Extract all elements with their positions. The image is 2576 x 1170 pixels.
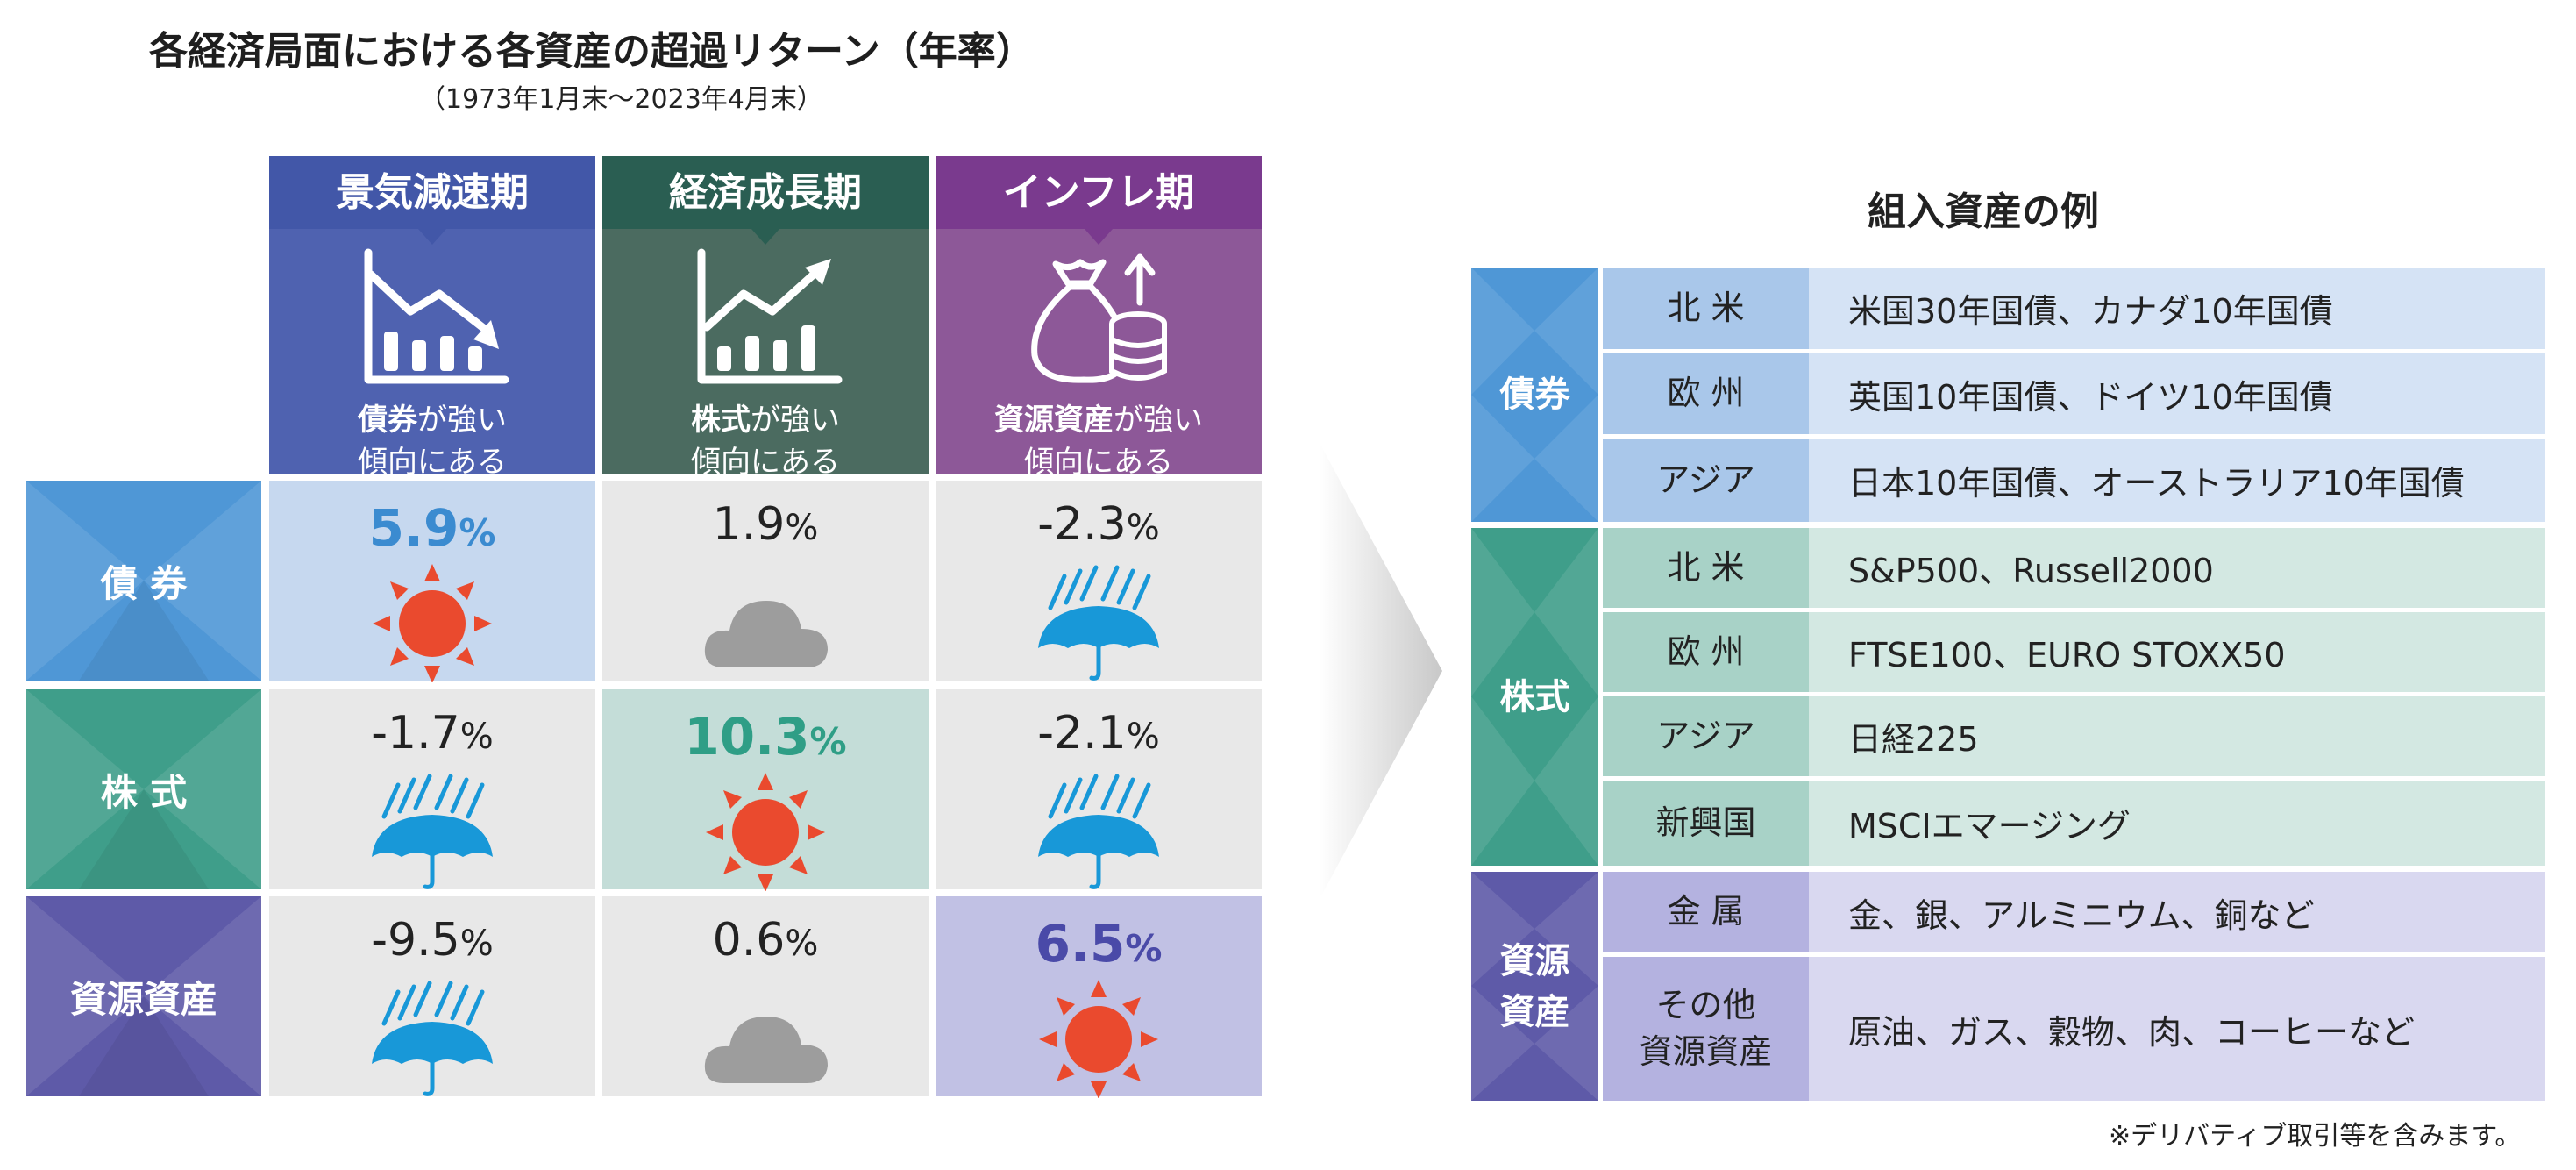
examples-title: 組入資産の例 [1868,189,2099,234]
return-value: -2.3% [1037,498,1160,551]
chart-down-icon [364,248,509,384]
phase-label: 経済成長期 [602,156,929,229]
region-cell: 欧 州 [1603,353,1809,434]
return-cell: -1.7% [269,689,595,889]
sun-icon [706,773,825,891]
asset-examples: FTSE100、EURO STOXX50 [1809,612,2545,692]
region-cell: アジア [1603,696,1809,776]
money-bag-coins-icon [1031,253,1167,383]
diamond-pattern [1471,268,1598,522]
chart-up-icon [697,248,843,384]
phase-caption: 資源資産が強い [994,403,1203,438]
asset-label-bonds: 債 券 [26,481,261,681]
umbrella-rain-icon [1038,774,1159,889]
group-label-resources: 資源 資産 [1471,872,1598,1101]
return-value: 1.9% [712,498,819,551]
group-label-bonds: 債券 [1471,268,1598,522]
sun-icon [373,564,492,682]
region-cell: その他 資源資産 [1603,957,1809,1101]
phase-header-slowdown: 景気減速期 債券が強い 傾向にある [269,156,595,480]
phase-header-inflation: インフレ期 資源資産が強い 傾向にある [936,156,1262,480]
diamond-pattern [1471,872,1598,1101]
phase-caption-line2: 傾向にある [358,445,507,480]
return-cell: 6.5% [936,896,1262,1098]
return-value: -1.7% [371,707,494,760]
asset-examples: MSCIエマージング [1809,781,2545,866]
group-label-stocks: 株式 [1471,528,1598,866]
phase-label: 景気減速期 [269,156,595,229]
cloud-icon [704,601,828,667]
return-value: -2.1% [1037,707,1160,760]
asset-examples: 米国30年国債、カナダ10年国債 [1809,268,2545,349]
asset-examples: 原油、ガス、穀物、肉、コーヒーなど [1809,957,2545,1101]
umbrella-rain-icon [372,774,493,889]
region-cell: アジア [1603,439,1809,522]
return-cell: -2.1% [936,689,1262,889]
return-value: 5.9% [368,498,496,558]
footnote: ※デリバティブ取引等を含みます。 [2109,1121,2522,1152]
return-cell: -9.5% [269,896,595,1096]
phase-header-growth: 経済成長期 株式が強い 傾向にある [602,156,929,480]
region-cell: 金 属 [1603,872,1809,952]
asset-examples: S&P500、Russell2000 [1809,528,2545,608]
diamond-pattern [26,896,261,1096]
diamond-pattern [1471,528,1598,866]
return-cell: 5.9% [269,481,595,682]
phase-caption-line2: 傾向にある [691,445,840,480]
umbrella-rain-icon [1038,565,1159,681]
return-cell: 1.9% [602,481,929,681]
phase-caption-line2: 傾向にある [1024,445,1173,480]
cloud-icon [704,1017,828,1083]
asset-label-stocks: 株 式 [26,689,261,889]
return-cell: 0.6% [602,896,929,1096]
page-subtitle: （1973年1月末～2023年4月末） [419,84,823,115]
page-title: 各経済局面における各資産の超過リターン（年率） [149,29,1035,74]
region-cell: 欧 州 [1603,612,1809,692]
region-cell: 北 米 [1603,528,1809,608]
sun-icon [1039,980,1158,1098]
asset-examples: 日経225 [1809,696,2545,776]
arrow-right-icon [1320,443,1442,899]
phase-caption: 債券が強い [358,403,507,438]
return-cell: -2.3% [936,481,1262,681]
diamond-pattern [26,481,261,681]
return-value: 10.3% [684,707,847,767]
return-value: 6.5% [1035,914,1163,974]
region-cell: 北 米 [1603,268,1809,349]
phase-label: インフレ期 [936,156,1262,229]
asset-examples: 日本10年国債、オーストラリア10年国債 [1809,439,2545,522]
return-cell: 10.3% [602,689,929,891]
asset-label-resources: 資源資産 [26,896,261,1096]
umbrella-rain-icon [372,981,493,1096]
return-value: -9.5% [371,914,494,967]
return-value: 0.6% [712,914,819,967]
asset-examples: 金、銀、アルミニウム、銅など [1809,872,2545,952]
region-cell: 新興国 [1603,781,1809,866]
phase-caption: 株式が強い [691,403,840,438]
asset-examples: 英国10年国債、ドイツ10年国債 [1809,353,2545,434]
diamond-pattern [26,689,261,889]
